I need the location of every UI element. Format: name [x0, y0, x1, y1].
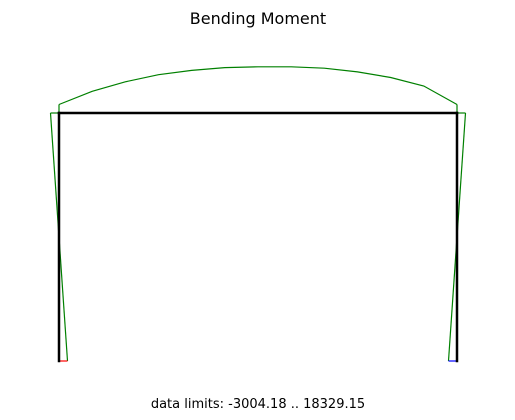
moment-diagram [49, 66, 467, 362]
data-limits-label: data limits: -3004.18 .. 18329.15 [151, 397, 365, 412]
beam-moment-curve [58, 66, 458, 106]
frame-structure [57, 111, 459, 363]
chart-title: Bending Moment [190, 9, 326, 28]
